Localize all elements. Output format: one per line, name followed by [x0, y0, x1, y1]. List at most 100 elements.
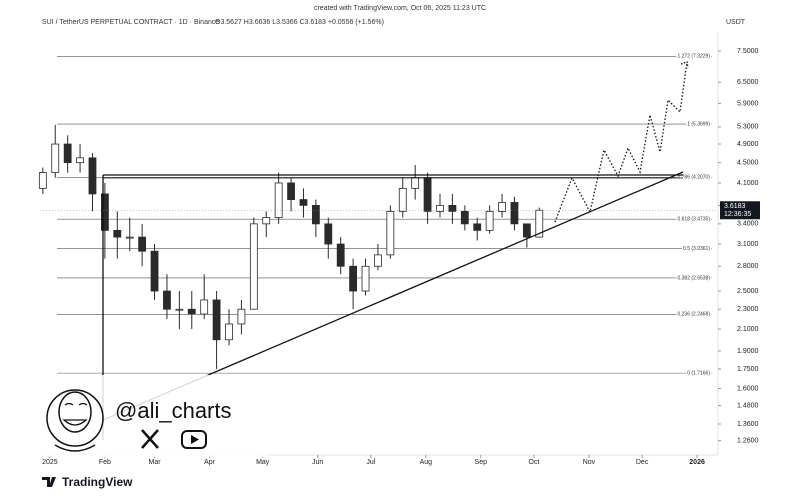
avatar-features [62, 402, 88, 426]
candle-body [287, 182, 295, 200]
candle-body [150, 250, 159, 292]
candle-body [125, 236, 134, 239]
y-tick-label: 2.1000 [737, 326, 759, 333]
x-tick-label: Aug [420, 459, 433, 466]
candle-body [249, 223, 258, 310]
avatar-face [58, 391, 92, 433]
candle-body [349, 265, 358, 292]
fib-label-bg [676, 174, 712, 181]
candle-body [63, 143, 72, 164]
avatar-shoulders [54, 444, 96, 452]
candle-body [274, 182, 283, 218]
y-tick-label: 1.3600 [737, 421, 759, 428]
x-tick-label: Dec [636, 459, 649, 466]
fib-label-bg [686, 121, 712, 128]
fib-label: 0 (1.7166) [687, 370, 710, 376]
candle-body [510, 202, 519, 225]
candle-body [88, 157, 97, 195]
candle-body [113, 229, 122, 238]
candle-body [51, 143, 60, 173]
candle-body [423, 177, 432, 212]
candle-body [411, 177, 420, 189]
tv-logo [42, 477, 56, 487]
candle-body [76, 157, 84, 164]
candle-body [535, 209, 544, 238]
candle-body [175, 308, 184, 311]
y-tick-label: 6.5000 [737, 79, 759, 86]
y-tick-label: 1.6000 [737, 385, 759, 392]
candle-body [299, 199, 308, 206]
y-tick-label: 2.8000 [737, 263, 759, 270]
candle-body [498, 202, 506, 212]
y-tick-label: 3.4000 [737, 221, 759, 228]
candle-body [311, 204, 320, 225]
y-tick-label: 5.3000 [737, 124, 759, 131]
x-tick-label: 2025 [42, 459, 58, 466]
y-tick-label: 3.1000 [737, 241, 759, 248]
ohlc: O3.5627 H3.6636 L3.5366 C3.6183 +0.0556 … [215, 19, 384, 26]
currency: USDT [726, 19, 746, 26]
fib-label-bg [676, 274, 712, 281]
candle-body [485, 210, 494, 231]
y-tick-label: 1.9000 [737, 348, 759, 355]
candle-body [237, 308, 246, 325]
chart-title: SUI / TetherUS PERPETUAL CONTRACT · 1D ·… [42, 19, 219, 26]
fib-label-bg [676, 53, 712, 60]
credit: created with TradingView.com, Oct 06, 20… [314, 5, 486, 12]
fib-label: 0.618 (3.4735) [677, 217, 710, 223]
last-price-box [720, 201, 760, 220]
fib-label: 1 (5.3699) [687, 121, 710, 127]
x-tick-label: Jun [312, 459, 323, 466]
candle-body [100, 193, 109, 231]
candle-body [138, 236, 147, 252]
candle-body [448, 204, 457, 212]
y-tick-label: 4.9000 [737, 141, 759, 148]
projection-arrow [680, 61, 689, 69]
x-tick-label: Sep [475, 459, 488, 466]
candle-body [336, 243, 345, 267]
fib-group: 1.272 (7.3229) 1 (5.3699) 0.786 (4.2070) 0.… [57, 53, 712, 376]
fib-label-bg [676, 216, 712, 223]
axis-group: 7.5000 6.5000 5.9000 5.3000 4.9000 4.5000 4.10… [40, 48, 760, 466]
x-tick-label: 2026 [689, 459, 705, 466]
fib-label: 0.236 (2.2468) [677, 312, 710, 318]
x-icon [141, 429, 159, 449]
author-handle: @ali_charts [115, 398, 232, 423]
y-tick-label: 2.3000 [737, 306, 759, 313]
youtube-icon [181, 430, 207, 449]
fib-label-bg [686, 370, 712, 377]
y-tick-label: 1.4800 [737, 402, 759, 409]
countdown: 12:36:35 [724, 211, 751, 218]
y-tick-label: 1.2600 [737, 438, 759, 445]
y-tick-label: 2.5000 [737, 288, 759, 295]
x-tick-label: Feb [99, 459, 111, 466]
candle-body [473, 223, 482, 231]
fib-label-bg [676, 311, 712, 318]
x-tick-label: Oct [529, 459, 540, 466]
youtube-play [191, 435, 199, 444]
fib-label: 0.382 (2.6538) [677, 275, 710, 281]
fib-label: 1.272 (7.3229) [677, 54, 710, 60]
y-tick-label: 7.5000 [737, 48, 759, 55]
brand: TradingView [62, 475, 133, 489]
candle-body [361, 265, 370, 292]
x-tick-label: Mar [149, 459, 162, 466]
y-tick-label: 4.1000 [737, 180, 759, 187]
y-tick-label: 5.9000 [737, 100, 759, 107]
candle-body [398, 187, 407, 212]
brand-logo: TradingView [42, 475, 133, 489]
projection-path [554, 61, 688, 223]
last-price-label: 3.6183 [724, 203, 746, 210]
y-tick-label: 4.5000 [737, 159, 759, 166]
x-tick-label: Apr [204, 459, 216, 466]
candle-body [262, 217, 271, 225]
candle-body [374, 254, 382, 267]
candle-body [38, 172, 47, 189]
candle-body [522, 223, 531, 238]
x-tick-label: Jul [366, 459, 375, 466]
candle-body [436, 204, 444, 212]
fib-label-bg [682, 245, 712, 252]
candle-group [38, 124, 544, 369]
candle-body [200, 299, 209, 315]
